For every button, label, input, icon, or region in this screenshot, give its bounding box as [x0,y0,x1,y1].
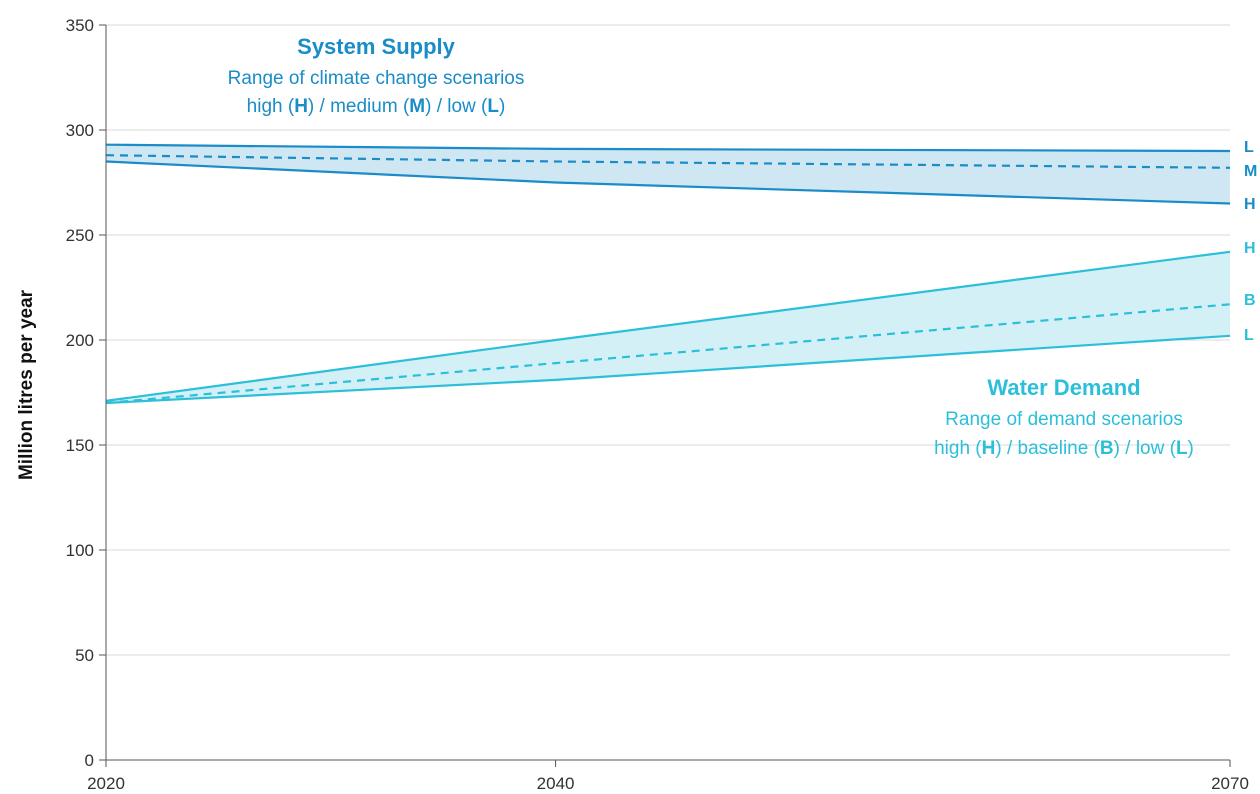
x-tick-label: 2040 [537,774,575,793]
y-tick-label: 250 [66,226,94,245]
demand-line-B [105,303,1231,405]
supply-line-L [105,143,1231,153]
y-tick-label: 0 [85,751,94,770]
supply-scenario-legend: high (H) / medium (M) / low (L) [247,96,506,117]
supply-subtitle: Range of climate change scenarios [228,68,525,89]
demand-line-L [105,334,1231,405]
demand-scenario-legend: high (H) / baseline (B) / low (L) [934,438,1194,459]
demand-end-label-B: B [1244,292,1256,309]
supply-title: System Supply [297,34,455,59]
series-lines [105,143,1231,405]
x-tick-label: 2070 [1211,774,1249,793]
y-axis-label: Million litres per year [16,289,37,480]
gridlines [106,24,1230,656]
demand-end-label-H: H [1244,240,1256,257]
y-tick-label: 150 [66,436,94,455]
demand-end-label-L: L [1244,327,1254,344]
supply-range-area [106,144,1230,204]
x-tick-label: 2020 [87,774,125,793]
demand-title: Water Demand [987,375,1140,400]
axes: 0 50 100 150 200 250 300 350 2020 2040 2070 [66,16,1249,793]
y-tick-label: 350 [66,16,94,35]
y-tick-label: 50 [75,646,94,665]
y-tick-label: 300 [66,121,94,140]
supply-end-label-H: H [1244,196,1256,213]
supply-end-label-M: M [1244,163,1257,180]
y-tick-label: 100 [66,541,94,560]
annotations: System Supply Range of climate change sce… [228,34,1194,459]
supply-line-M [105,154,1231,169]
supply-end-label-L: L [1244,139,1254,156]
demand-subtitle: Range of demand scenarios [945,409,1183,430]
y-tick-label: 200 [66,331,94,350]
demand-line-H [105,250,1231,402]
supply-line-H [105,160,1231,205]
